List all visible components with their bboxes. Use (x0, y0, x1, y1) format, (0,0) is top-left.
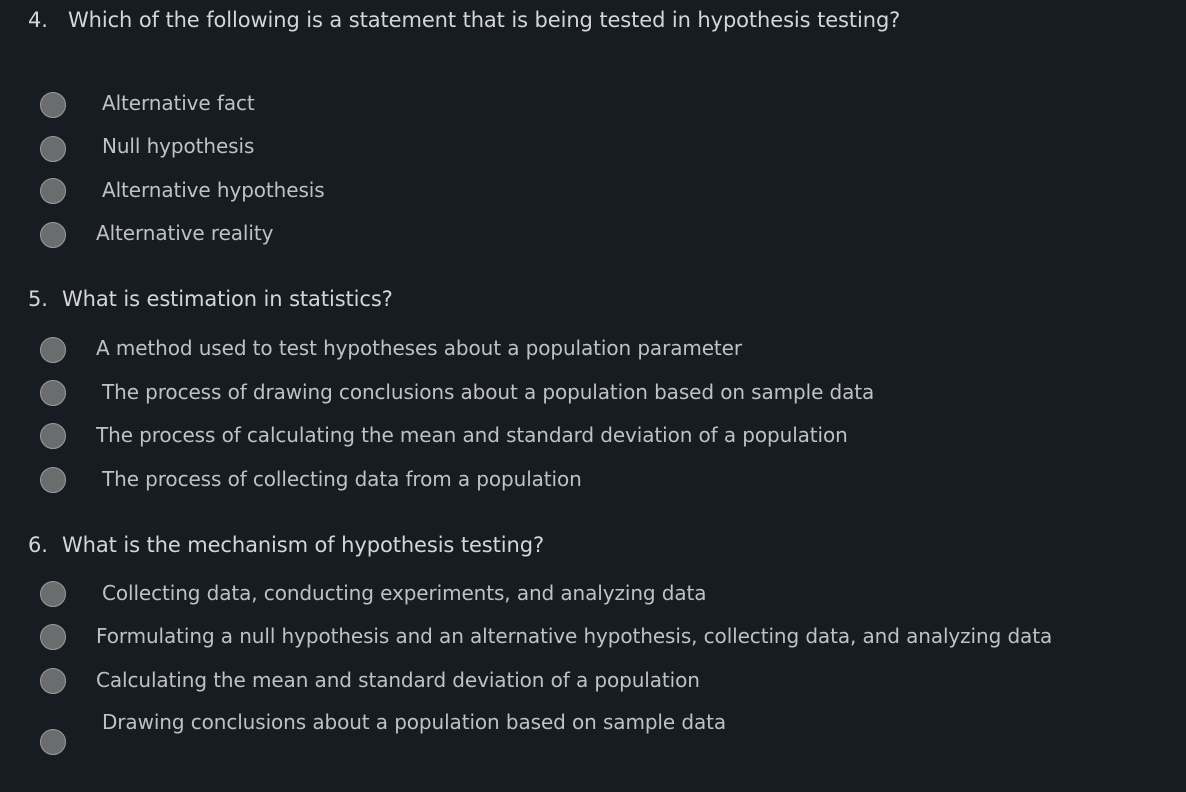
option-label: Collecting data, conducting experiments,… (102, 581, 707, 605)
question-4-title: 4. Which of the following is a statement … (28, 8, 900, 32)
question-prompt: Which of the following is a statement th… (68, 8, 901, 32)
option-drawing-conclusions[interactable]: The process of drawing conclusions about… (40, 378, 1140, 408)
option-label: Alternative reality (96, 221, 274, 245)
question-number: 6. (28, 533, 48, 557)
radio-button[interactable] (40, 136, 66, 162)
radio-button[interactable] (40, 729, 66, 755)
option-alternative-reality[interactable]: Alternative reality (40, 221, 1140, 251)
option-label: Alternative hypothesis (102, 178, 325, 202)
radio-button[interactable] (40, 92, 66, 118)
option-test-hypotheses[interactable]: A method used to test hypotheses about a… (40, 335, 1140, 365)
option-label: Calculating the mean and standard deviat… (96, 668, 700, 692)
option-label: The process of collecting data from a po… (102, 467, 582, 491)
option-collecting-conducting[interactable]: Collecting data, conducting experiments,… (40, 580, 1140, 610)
question-5-title: 5. What is estimation in statistics? (28, 287, 393, 311)
option-label: Null hypothesis (102, 134, 255, 158)
option-calculating-mean-sd[interactable]: Calculating the mean and standard deviat… (40, 667, 1140, 697)
option-formulating[interactable]: Formulating a null hypothesis and an alt… (40, 623, 1140, 653)
option-label: Alternative fact (102, 91, 255, 115)
option-alternative-fact[interactable]: Alternative fact (40, 90, 1140, 120)
question-prompt: What is the mechanism of hypothesis test… (62, 533, 544, 557)
question-6-title: 6. What is the mechanism of hypothesis te… (28, 533, 544, 557)
radio-button[interactable] (40, 467, 66, 493)
radio-button[interactable] (40, 222, 66, 248)
option-alternative-hypothesis[interactable]: Alternative hypothesis (40, 177, 1140, 207)
question-prompt: What is estimation in statistics? (62, 287, 393, 311)
radio-button[interactable] (40, 380, 66, 406)
option-label: The process of drawing conclusions about… (102, 380, 875, 404)
option-label: Formulating a null hypothesis and an alt… (96, 624, 1053, 648)
radio-button[interactable] (40, 178, 66, 204)
option-drawing-conclusions-2[interactable]: Drawing conclusions about a population b… (40, 709, 1140, 759)
question-number: 5. (28, 287, 48, 311)
option-calculating-mean[interactable]: The process of calculating the mean and … (40, 422, 1140, 452)
option-label: The process of calculating the mean and … (96, 423, 848, 447)
radio-button[interactable] (40, 624, 66, 650)
radio-button[interactable] (40, 337, 66, 363)
option-label: Drawing conclusions about a population b… (102, 710, 727, 734)
option-label: A method used to test hypotheses about a… (96, 336, 743, 360)
radio-button[interactable] (40, 581, 66, 607)
radio-button[interactable] (40, 668, 66, 694)
radio-button[interactable] (40, 423, 66, 449)
question-number: 4. (28, 8, 48, 32)
option-collecting-data[interactable]: The process of collecting data from a po… (40, 466, 1140, 496)
option-null-hypothesis[interactable]: Null hypothesis (40, 134, 1140, 164)
